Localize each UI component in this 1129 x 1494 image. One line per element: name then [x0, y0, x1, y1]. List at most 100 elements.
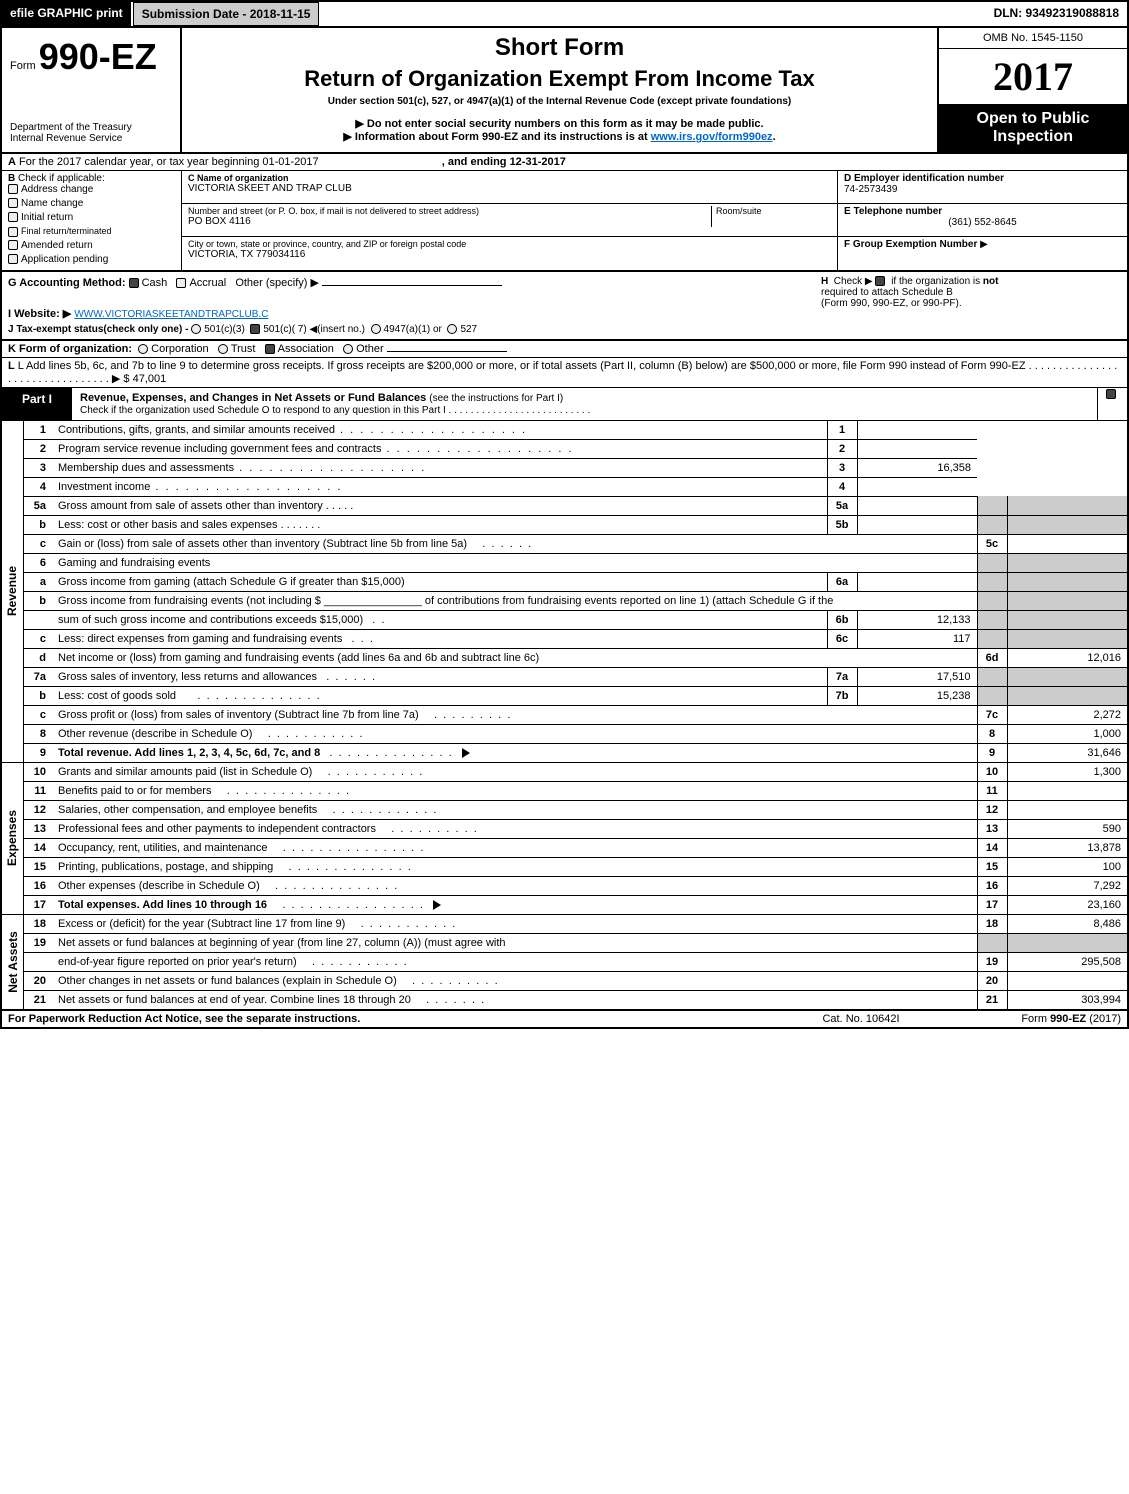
- k-other-blank[interactable]: [387, 351, 507, 352]
- line-6d: dNet income or (loss) from gaming and fu…: [24, 648, 1127, 667]
- line-13: 13Professional fees and other payments t…: [24, 819, 1127, 838]
- j-opt-0: 501(c)(3): [204, 324, 245, 335]
- f-row: F Group Exemption Number ▶: [838, 237, 1127, 269]
- g-other-blank[interactable]: [322, 285, 502, 286]
- j-opt-3: 527: [460, 324, 477, 335]
- note2-prefix: ▶ Information about Form 990-EZ and its …: [343, 131, 650, 143]
- note-ssn: ▶ Do not enter social security numbers o…: [192, 117, 927, 130]
- line-8: 8Other revenue (describe in Schedule O) …: [24, 724, 1127, 743]
- line-11: 11Benefits paid to or for members . . . …: [24, 781, 1127, 800]
- ghij-block: G Accounting Method: Cash Accrual Other …: [2, 272, 1127, 341]
- line-6a: aGross income from gaming (attach Schedu…: [24, 572, 1127, 591]
- e-label: E Telephone number: [844, 206, 1121, 217]
- h-label: H: [821, 276, 828, 287]
- rb-527[interactable]: [447, 324, 457, 334]
- line-1: 1Contributions, gifts, grants, and simil…: [24, 421, 1127, 440]
- cb-final-return[interactable]: [8, 227, 18, 237]
- j-opt-1: 501(c)( 7) ◀(insert no.): [263, 324, 365, 335]
- city-label: City or town, state or province, country…: [188, 239, 831, 249]
- b-item-3: Final return/terminated: [21, 226, 112, 236]
- h-text3: not: [983, 276, 999, 287]
- f-label: F Group Exemption Number: [844, 239, 977, 250]
- line-21: 21Net assets or fund balances at end of …: [24, 990, 1127, 1009]
- rb-corp[interactable]: [138, 344, 148, 354]
- rb-other-org[interactable]: [343, 344, 353, 354]
- h-text5: (Form 990, 990-EZ, or 990-PF).: [821, 298, 962, 309]
- rb-assoc[interactable]: [265, 344, 275, 354]
- form-page: efile GRAPHIC print Submission Date - 20…: [0, 0, 1129, 1029]
- d-row: D Employer identification number 74-2573…: [838, 171, 1127, 204]
- line-a-text: For the 2017 calendar year, or tax year …: [19, 156, 319, 168]
- side-label-netassets: Net Assets: [2, 915, 24, 1009]
- header-row: Form 990-EZ Department of the Treasury I…: [2, 28, 1127, 154]
- j-text: J Tax-exempt status(check only one) -: [8, 324, 188, 335]
- efile-print-button[interactable]: efile GRAPHIC print: [2, 2, 131, 26]
- b-item-0: Address change: [21, 184, 93, 195]
- row-bcdef: B Check if applicable: Address change Na…: [2, 171, 1127, 272]
- line-5c: cGain or (loss) from sale of assets othe…: [24, 534, 1127, 553]
- g-label: G Accounting Method:: [8, 277, 126, 289]
- cb-name-change[interactable]: [8, 198, 18, 208]
- addr-label: Number and street (or P. O. box, if mail…: [188, 206, 711, 216]
- room-suite: Room/suite: [711, 206, 831, 227]
- line-17: 17Total expenses. Add lines 10 through 1…: [24, 895, 1127, 914]
- e-value: (361) 552-8645: [844, 217, 1121, 228]
- l-line: L L Add lines 5b, 6c, and 7b to line 9 t…: [2, 358, 1127, 388]
- dept-line1: Department of the Treasury: [10, 122, 172, 133]
- side-label-revenue: Revenue: [2, 421, 24, 762]
- cb-cash[interactable]: [129, 278, 139, 288]
- col-c: C Name of organization VICTORIA SKEET AN…: [182, 171, 837, 270]
- website-link[interactable]: WWW.VICTORIASKEETANDTRAPCLUB.C: [74, 309, 268, 320]
- h-text1: Check ▶: [834, 276, 873, 287]
- addr-value: PO BOX 4116: [188, 216, 711, 227]
- rb-trust[interactable]: [218, 344, 228, 354]
- part-i-check-line: Check if the organization used Schedule …: [80, 405, 590, 416]
- f-value: ▶: [980, 239, 988, 250]
- cb-h-check[interactable]: [875, 276, 885, 286]
- cb-application-pending[interactable]: [8, 254, 18, 264]
- l-text: L Add lines 5b, 6c, and 7b to line 9 to …: [8, 360, 1117, 385]
- b-item-5: Application pending: [21, 254, 108, 265]
- arrow-icon: [462, 748, 470, 758]
- rb-501c[interactable]: [250, 324, 260, 334]
- footer-right: Form 990-EZ (2017): [961, 1013, 1121, 1025]
- line-19-2: end-of-year figure reported on prior yea…: [24, 952, 1127, 971]
- line-19-1: 19Net assets or fund balances at beginni…: [24, 933, 1127, 952]
- line-20: 20Other changes in net assets or fund ba…: [24, 971, 1127, 990]
- note-info: ▶ Information about Form 990-EZ and its …: [192, 130, 927, 143]
- open-to-public: Open to Public Inspection: [939, 104, 1127, 152]
- part-i-title-text: Revenue, Expenses, and Changes in Net As…: [80, 392, 426, 404]
- d-label: D Employer identification number: [844, 173, 1121, 184]
- omb-label: OMB No. 1545-1150: [939, 28, 1127, 49]
- c-addr-row: Number and street (or P. O. box, if mail…: [182, 204, 837, 237]
- rb-501c3[interactable]: [191, 324, 201, 334]
- line-4: 4Investment income4: [24, 477, 1127, 496]
- form-info-link[interactable]: www.irs.gov/form990ez: [651, 131, 773, 143]
- j-line: J Tax-exempt status(check only one) - 50…: [8, 324, 1121, 335]
- k-opt-2: Association: [278, 343, 334, 355]
- cb-accrual[interactable]: [176, 278, 186, 288]
- line-6b-2: sum of such gross income and contributio…: [24, 610, 1127, 629]
- line-5b: bLess: cost or other basis and sales exp…: [24, 515, 1127, 534]
- cb-address-change[interactable]: [8, 184, 18, 194]
- rb-4947[interactable]: [371, 324, 381, 334]
- k-line: K Form of organization: Corporation Trus…: [2, 341, 1127, 358]
- line-a: A For the 2017 calendar year, or tax yea…: [2, 154, 1127, 171]
- i-label: I Website: ▶: [8, 308, 71, 320]
- top-bar: efile GRAPHIC print Submission Date - 20…: [2, 2, 1127, 28]
- col-b: B Check if applicable: Address change Na…: [2, 171, 182, 270]
- footer-mid: Cat. No. 10642I: [761, 1013, 961, 1025]
- line-3: 3Membership dues and assessments316,358: [24, 458, 1127, 477]
- form-prefix: Form: [10, 60, 36, 72]
- line-7c: cGross profit or (loss) from sales of in…: [24, 705, 1127, 724]
- cb-amended-return[interactable]: [8, 240, 18, 250]
- part-i-header: Part I Revenue, Expenses, and Changes in…: [2, 388, 1127, 421]
- line-18: 18Excess or (deficit) for the year (Subt…: [24, 915, 1127, 934]
- dept-line2: Internal Revenue Service: [10, 133, 172, 144]
- line-6c: cLess: direct expenses from gaming and f…: [24, 629, 1127, 648]
- cb-initial-return[interactable]: [8, 212, 18, 222]
- j-opt-2: 4947(a)(1) or: [384, 324, 442, 335]
- header-mid: Short Form Return of Organization Exempt…: [182, 28, 937, 152]
- cb-part-i-scho[interactable]: [1106, 389, 1116, 399]
- line-a-ending: , and ending 12-31-2017: [442, 156, 566, 168]
